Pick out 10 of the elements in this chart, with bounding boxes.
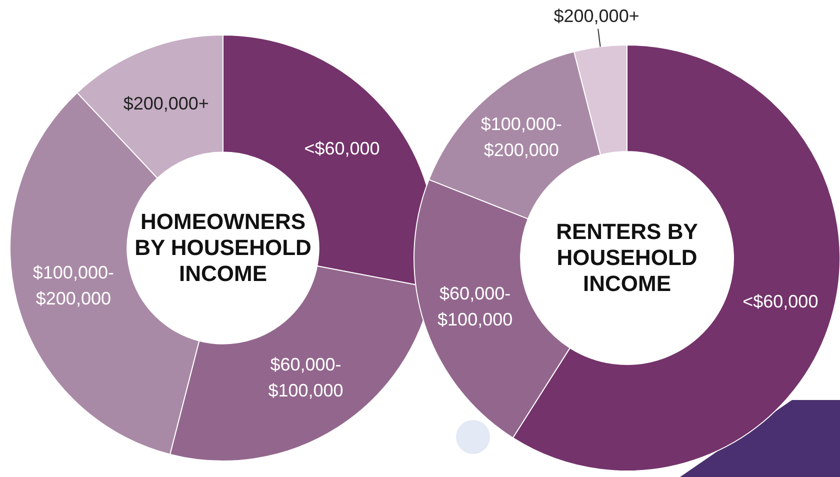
slice-label: $200,000+: [554, 6, 640, 26]
slice-label: $100,000-$200,000: [32, 262, 114, 308]
text: RENTERS BY HOUSEHOLD INCOME: [555, 219, 699, 297]
slice-label: <$60,000: [742, 292, 818, 312]
slice-label: $60,000-$100,000: [438, 283, 513, 330]
slice-label: $100,000-$200,000: [480, 114, 562, 160]
slice-label: <$60,000: [304, 138, 380, 159]
text: HOMEOWNERS BY HOUSEHOLD INCOME: [134, 209, 312, 287]
slice-label: $60,000-$100,000: [268, 354, 344, 400]
slice-label: $200,000+: [123, 93, 209, 114]
